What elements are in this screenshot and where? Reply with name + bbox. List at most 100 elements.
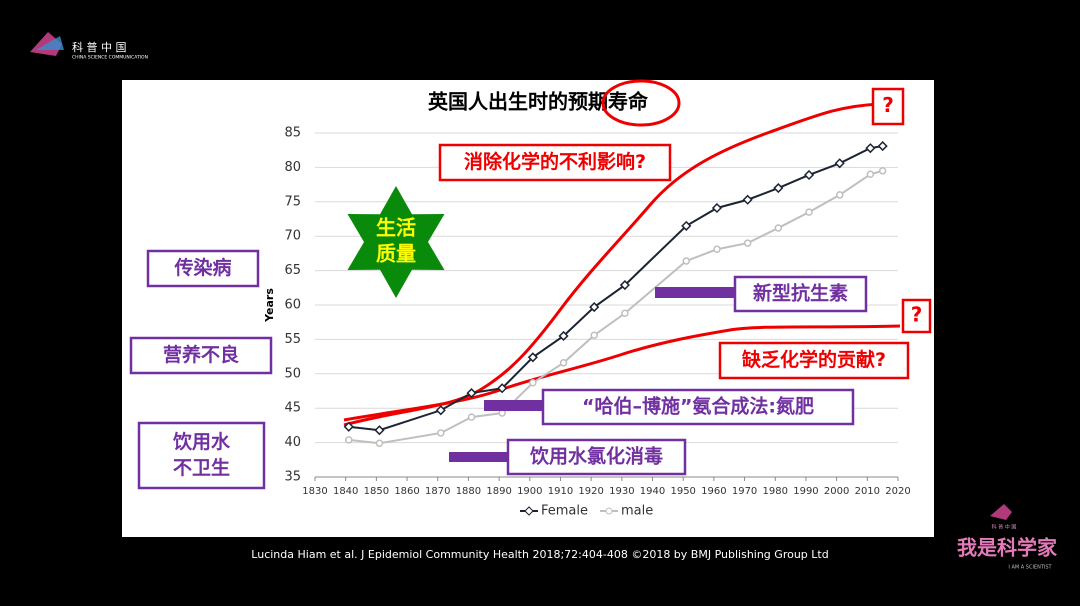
x-tick-label: 1910 — [548, 486, 573, 497]
annotation-box — [438, 143, 672, 182]
data-point — [375, 439, 384, 448]
x-tick-label: 2010 — [855, 486, 880, 497]
annotation-box — [129, 336, 273, 375]
x-tick-label: 1980 — [763, 486, 788, 497]
annotation-text: “哈伯–博施”氨合成法:氮肥 — [582, 395, 814, 418]
data-point — [374, 425, 385, 436]
data-point — [345, 436, 353, 444]
data-point — [559, 359, 568, 367]
annotation-text: 缺乏化学的贡献? — [742, 348, 886, 371]
brand-subtitle: I AM A SCIENTIST — [1008, 565, 1052, 571]
x-tick-label: 1880 — [456, 486, 481, 497]
data-point — [711, 202, 723, 214]
x-tick-label: 1860 — [394, 486, 419, 497]
x-tick-label: 1850 — [364, 486, 389, 497]
y-tick-label: 55 — [284, 332, 301, 347]
x-tick-label: 1900 — [517, 486, 542, 497]
pointer-bar — [484, 400, 543, 411]
pointer-bar — [655, 287, 735, 298]
legend-label: Female — [541, 504, 588, 519]
chart-title: 英国人出生时的预期寿命 — [428, 90, 649, 114]
y-tick-label: 70 — [284, 229, 301, 244]
annotation-text: ? — [882, 93, 894, 117]
logo-name: 科 普 中 国 — [72, 40, 127, 54]
annotation-text: 传染病 — [173, 256, 231, 279]
data-point — [713, 245, 721, 254]
data-point — [621, 309, 629, 318]
data-point — [435, 405, 446, 416]
legend-marker — [524, 506, 534, 516]
y-axis-label: Years — [263, 288, 276, 323]
data-point — [773, 182, 784, 194]
y-tick-label: 65 — [284, 263, 301, 278]
annotation-text: ? — [911, 303, 923, 327]
data-point — [589, 302, 600, 313]
data-point — [803, 169, 815, 181]
brand-icon — [990, 504, 1012, 520]
x-tick-label: 1840 — [333, 486, 358, 497]
logo-subtitle: CHINA SCIENCE COMMUNICATION — [72, 55, 148, 61]
data-point — [682, 257, 691, 265]
data-point — [527, 352, 538, 363]
brand-name: 我是科学家 — [957, 536, 1058, 560]
x-tick-label: 1940 — [640, 486, 665, 497]
legend-label: male — [621, 504, 653, 519]
logo-icon — [36, 36, 64, 50]
data-point — [865, 143, 876, 154]
data-point — [834, 158, 845, 169]
x-tick-label: 1920 — [578, 486, 603, 497]
data-point — [467, 413, 476, 421]
y-tick-label: 75 — [284, 194, 301, 209]
y-tick-label: 50 — [284, 366, 301, 381]
y-tick-label: 80 — [284, 160, 301, 175]
x-tick-label: 2000 — [824, 486, 849, 497]
annotation-text: 不卫生 — [173, 456, 230, 479]
y-tick-label: 85 — [284, 126, 301, 141]
annotation-text: 消除化学的不利影响? — [464, 150, 646, 173]
x-tick-label: 1960 — [701, 486, 726, 497]
x-tick-label: 1990 — [793, 486, 818, 497]
data-point — [466, 388, 477, 399]
data-point — [805, 208, 813, 216]
x-tick-label: 1870 — [425, 486, 450, 497]
y-tick-label: 45 — [284, 401, 301, 416]
y-tick-label: 35 — [284, 470, 301, 485]
data-point — [590, 331, 598, 340]
annotation-text: 质量 — [376, 242, 416, 266]
annotation-box — [146, 249, 260, 288]
x-tick-label: 1930 — [609, 486, 634, 497]
data-point — [497, 383, 508, 394]
highlight-circle — [601, 79, 681, 127]
y-tick-label: 40 — [284, 435, 301, 450]
citation: Lucinda Hiam et al. J Epidemiol Communit… — [251, 548, 828, 561]
x-tick-label: 1830 — [302, 486, 327, 497]
annotation-text: 饮用水 — [172, 430, 231, 453]
data-point — [877, 141, 888, 152]
annotation-box — [541, 388, 855, 426]
data-point — [866, 170, 875, 179]
annotation-box — [901, 298, 932, 334]
annotation-text: 新型抗生素 — [753, 282, 848, 305]
data-point — [835, 191, 844, 199]
annotation-box — [733, 275, 868, 313]
data-point — [681, 220, 692, 231]
data-point — [742, 194, 753, 205]
data-point — [774, 224, 783, 232]
brand-tag: 科 普 中 国 — [992, 524, 1017, 531]
data-point — [343, 421, 354, 432]
legend-marker — [605, 507, 613, 515]
x-tick-label: 1950 — [670, 486, 695, 497]
annotation-box — [137, 421, 266, 490]
pointer-bar — [449, 452, 508, 462]
x-tick-label: 1890 — [486, 486, 511, 497]
x-tick-label: 1970 — [732, 486, 757, 497]
x-tick-label: 2020 — [885, 486, 910, 497]
data-point — [619, 279, 630, 291]
data-point — [529, 378, 537, 387]
annotation-box — [871, 87, 905, 126]
annotation-box — [506, 438, 687, 476]
data-point — [743, 239, 752, 247]
data-point — [558, 330, 569, 342]
